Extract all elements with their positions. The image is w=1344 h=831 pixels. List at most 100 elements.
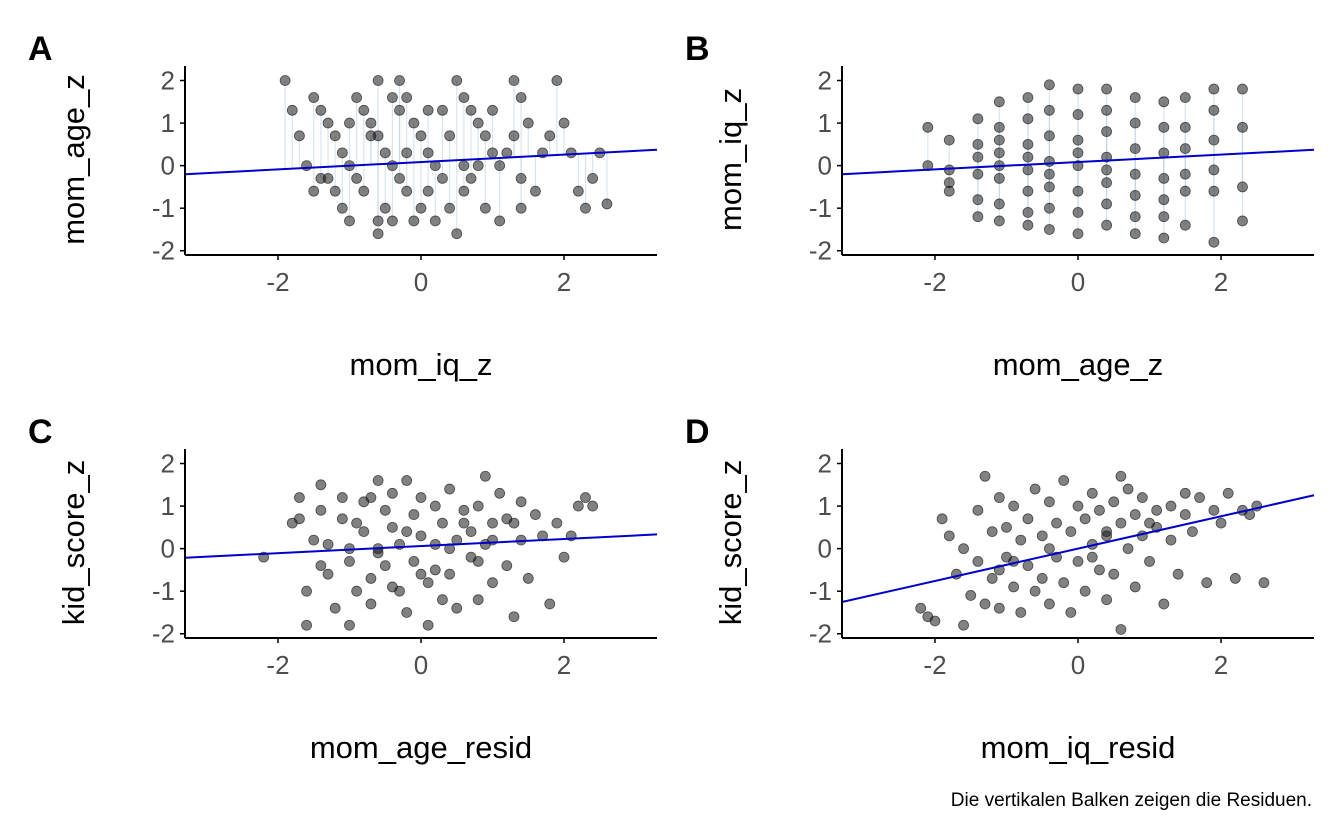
data-point — [1179, 168, 1191, 180]
x-tick-label: 0 — [414, 267, 428, 297]
data-point — [386, 160, 398, 172]
data-point — [1208, 236, 1220, 248]
data-point — [993, 215, 1005, 227]
data-point — [587, 172, 599, 184]
data-point — [515, 92, 527, 103]
data-point — [1101, 177, 1113, 189]
data-point — [1158, 232, 1170, 244]
x-tick-label: 2 — [1214, 267, 1228, 297]
data-point — [1072, 83, 1084, 95]
data-point — [993, 492, 1005, 503]
data-point — [365, 130, 377, 142]
data-point — [972, 211, 984, 223]
data-point — [379, 147, 391, 159]
regression-line — [184, 533, 658, 559]
data-point — [551, 517, 563, 529]
data-point — [979, 470, 991, 482]
data-point — [972, 151, 984, 163]
data-point — [308, 534, 320, 546]
data-point — [379, 560, 391, 572]
data-point — [1158, 172, 1170, 184]
data-point — [472, 594, 484, 606]
data-point — [1129, 509, 1141, 520]
data-point — [422, 147, 434, 159]
data-point — [1079, 585, 1091, 597]
panel-d: -2 -1 0 1 2 -2 0 2 mom_iq_resid kid_score_zD — [685, 413, 1315, 765]
y-tick-label: 0 — [161, 534, 175, 564]
data-point — [351, 92, 363, 103]
data-point — [1101, 219, 1113, 231]
data-point — [315, 504, 327, 516]
data-point — [286, 104, 298, 116]
data-point — [472, 500, 484, 512]
data-point — [1129, 228, 1141, 240]
data-point — [329, 602, 341, 614]
data-point — [1158, 211, 1170, 223]
data-point — [986, 526, 998, 538]
data-point — [1065, 607, 1077, 618]
data-point — [972, 113, 984, 125]
data-point — [401, 185, 413, 197]
data-point — [444, 568, 456, 580]
data-point — [365, 117, 377, 129]
data-point — [487, 517, 498, 529]
data-point — [429, 564, 441, 576]
data-point — [444, 202, 456, 214]
data-point — [1215, 517, 1227, 529]
panel-label: C — [28, 413, 53, 451]
data-point — [1158, 147, 1170, 159]
data-point — [422, 185, 434, 197]
y-tick-label: -1 — [809, 576, 832, 606]
data-point — [1129, 190, 1141, 201]
data-point — [1022, 207, 1034, 218]
data-point — [451, 602, 463, 614]
data-point — [1022, 113, 1034, 125]
data-point — [415, 130, 427, 142]
data-point — [993, 96, 1005, 108]
y-tick-label: -2 — [809, 236, 832, 266]
data-point — [1101, 126, 1113, 137]
data-point — [358, 104, 370, 116]
regression-line — [841, 494, 1315, 603]
data-point — [1036, 530, 1048, 542]
x-tick-label: 0 — [1071, 267, 1085, 297]
data-point — [408, 117, 420, 129]
data-point — [522, 573, 534, 584]
data-point — [458, 185, 470, 197]
data-point — [301, 160, 312, 172]
data-point — [1101, 594, 1113, 606]
data-point — [572, 500, 584, 512]
x-tick-label: 0 — [1071, 650, 1085, 680]
data-point — [308, 185, 320, 197]
data-point — [415, 568, 427, 580]
regression-line — [184, 148, 658, 176]
data-point — [915, 602, 927, 614]
data-point — [508, 75, 520, 86]
data-point — [958, 543, 969, 555]
data-point — [351, 585, 363, 597]
data-point — [401, 147, 413, 159]
data-point — [472, 117, 484, 129]
data-point — [580, 202, 591, 214]
data-point — [1237, 181, 1248, 193]
data-point — [1072, 228, 1084, 240]
data-point — [429, 215, 441, 227]
y-tick-label: -2 — [809, 619, 832, 649]
data-point — [1022, 560, 1034, 572]
data-point — [1043, 224, 1055, 235]
data-point — [1043, 181, 1055, 193]
data-point — [972, 168, 984, 180]
data-point — [487, 147, 498, 159]
data-point — [1179, 487, 1191, 499]
data-point — [1129, 168, 1141, 180]
data-point — [1022, 513, 1034, 525]
data-point — [972, 138, 984, 150]
data-point — [386, 487, 398, 499]
data-point — [1051, 517, 1062, 529]
data-point — [379, 202, 391, 214]
data-point — [1165, 534, 1177, 546]
data-point — [386, 92, 398, 103]
data-point — [508, 130, 520, 142]
data-point — [1136, 492, 1148, 503]
